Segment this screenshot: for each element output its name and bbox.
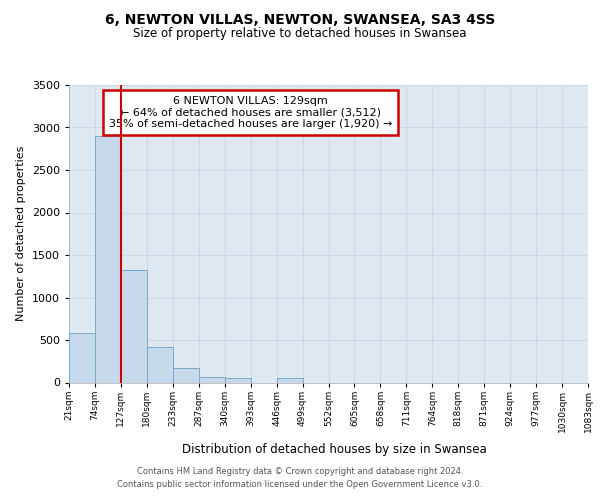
Bar <box>173 368 199 382</box>
Bar <box>147 347 173 382</box>
Text: Distribution of detached houses by size in Swansea: Distribution of detached houses by size … <box>182 442 487 456</box>
Bar <box>225 378 251 382</box>
Text: Size of property relative to detached houses in Swansea: Size of property relative to detached ho… <box>133 28 467 40</box>
Bar <box>199 376 224 382</box>
Text: Contains HM Land Registry data © Crown copyright and database right 2024.
Contai: Contains HM Land Registry data © Crown c… <box>118 467 482 489</box>
Text: 6 NEWTON VILLAS: 129sqm
← 64% of detached houses are smaller (3,512)
35% of semi: 6 NEWTON VILLAS: 129sqm ← 64% of detache… <box>109 96 392 129</box>
Bar <box>95 136 121 382</box>
Bar <box>277 378 302 382</box>
Bar <box>121 270 147 382</box>
Y-axis label: Number of detached properties: Number of detached properties <box>16 146 26 322</box>
Bar <box>69 333 95 382</box>
Text: 6, NEWTON VILLAS, NEWTON, SWANSEA, SA3 4SS: 6, NEWTON VILLAS, NEWTON, SWANSEA, SA3 4… <box>105 12 495 26</box>
